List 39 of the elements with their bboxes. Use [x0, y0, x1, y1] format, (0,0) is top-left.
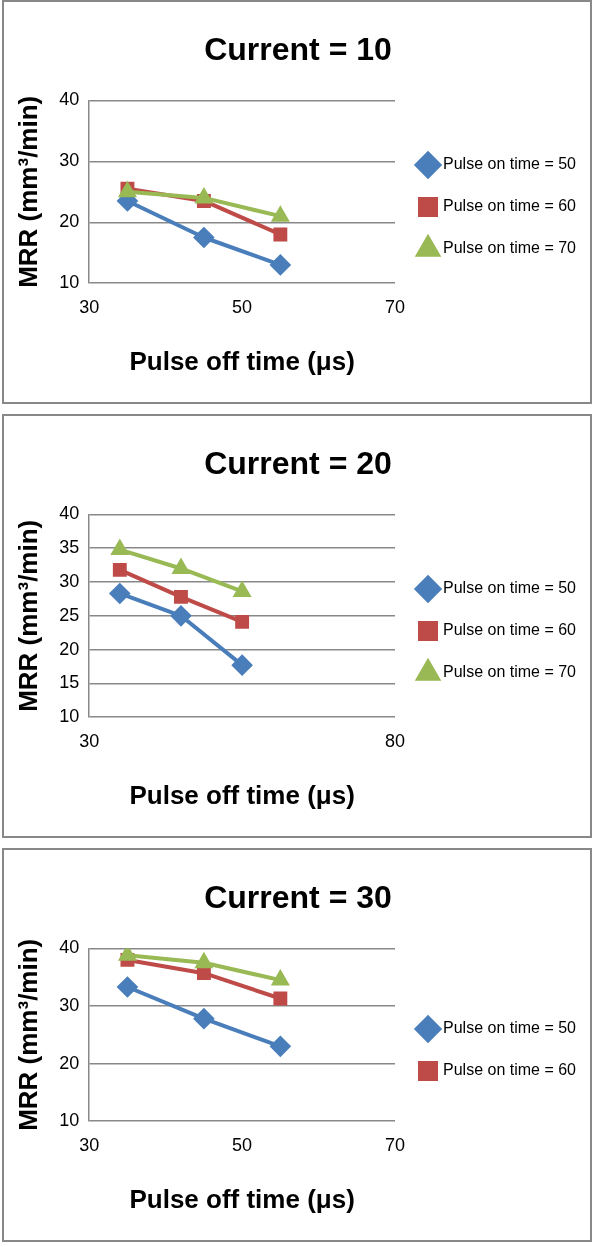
y-tick-label: 20: [59, 1052, 80, 1073]
y-tick-label: 25: [59, 604, 80, 625]
legend-label: Pulse on time = 60: [443, 197, 577, 215]
x-tick-label: 50: [232, 296, 253, 317]
legend-label: Pulse on time = 50: [443, 155, 577, 173]
y-tick-label: 15: [59, 672, 80, 693]
y-tick-label: 30: [59, 994, 80, 1015]
x-axis-title: Pulse off time (μs): [129, 779, 355, 810]
y-tick-label: 40: [59, 937, 80, 958]
x-tick-label: 70: [385, 1134, 406, 1155]
chart-title: Current = 30: [204, 879, 392, 916]
legend-label: Pulse on time = 70: [443, 239, 577, 257]
chart-title: Current = 20: [204, 445, 392, 482]
legend-label: Pulse on time = 50: [443, 1019, 577, 1037]
y-tick-label: 10: [59, 272, 80, 293]
y-tick-label: 30: [59, 150, 80, 171]
y-tick-label: 30: [59, 570, 80, 591]
x-tick-label: 30: [79, 296, 100, 317]
legend-label: Pulse on time = 70: [443, 663, 577, 681]
y-axis-title: MRR (mm³/min): [12, 519, 43, 712]
y-tick-label: 40: [59, 503, 80, 524]
x-tick-label: 70: [385, 296, 406, 317]
x-tick-label: 80: [385, 730, 406, 751]
x-tick-label: 50: [232, 1134, 253, 1155]
legend-label: Pulse on time = 60: [443, 1061, 577, 1079]
x-axis-title: Pulse off time (μs): [129, 345, 355, 376]
y-tick-label: 10: [59, 706, 80, 727]
legend-label: Pulse on time = 50: [443, 579, 577, 597]
y-tick-label: 20: [59, 211, 80, 232]
y-axis-title: MRR (mm³/min): [12, 938, 43, 1131]
y-tick-label: 40: [59, 89, 80, 110]
y-tick-label: 35: [59, 537, 80, 558]
x-axis-title: Pulse off time (μs): [129, 1183, 355, 1214]
y-axis-title: MRR (mm³/min): [12, 95, 43, 288]
legend-label: Pulse on time = 60: [443, 621, 577, 639]
y-tick-label: 10: [59, 1110, 80, 1131]
y-tick-label: 20: [59, 638, 80, 659]
x-tick-label: 30: [79, 1134, 100, 1155]
chart-title: Current = 10: [204, 31, 392, 68]
